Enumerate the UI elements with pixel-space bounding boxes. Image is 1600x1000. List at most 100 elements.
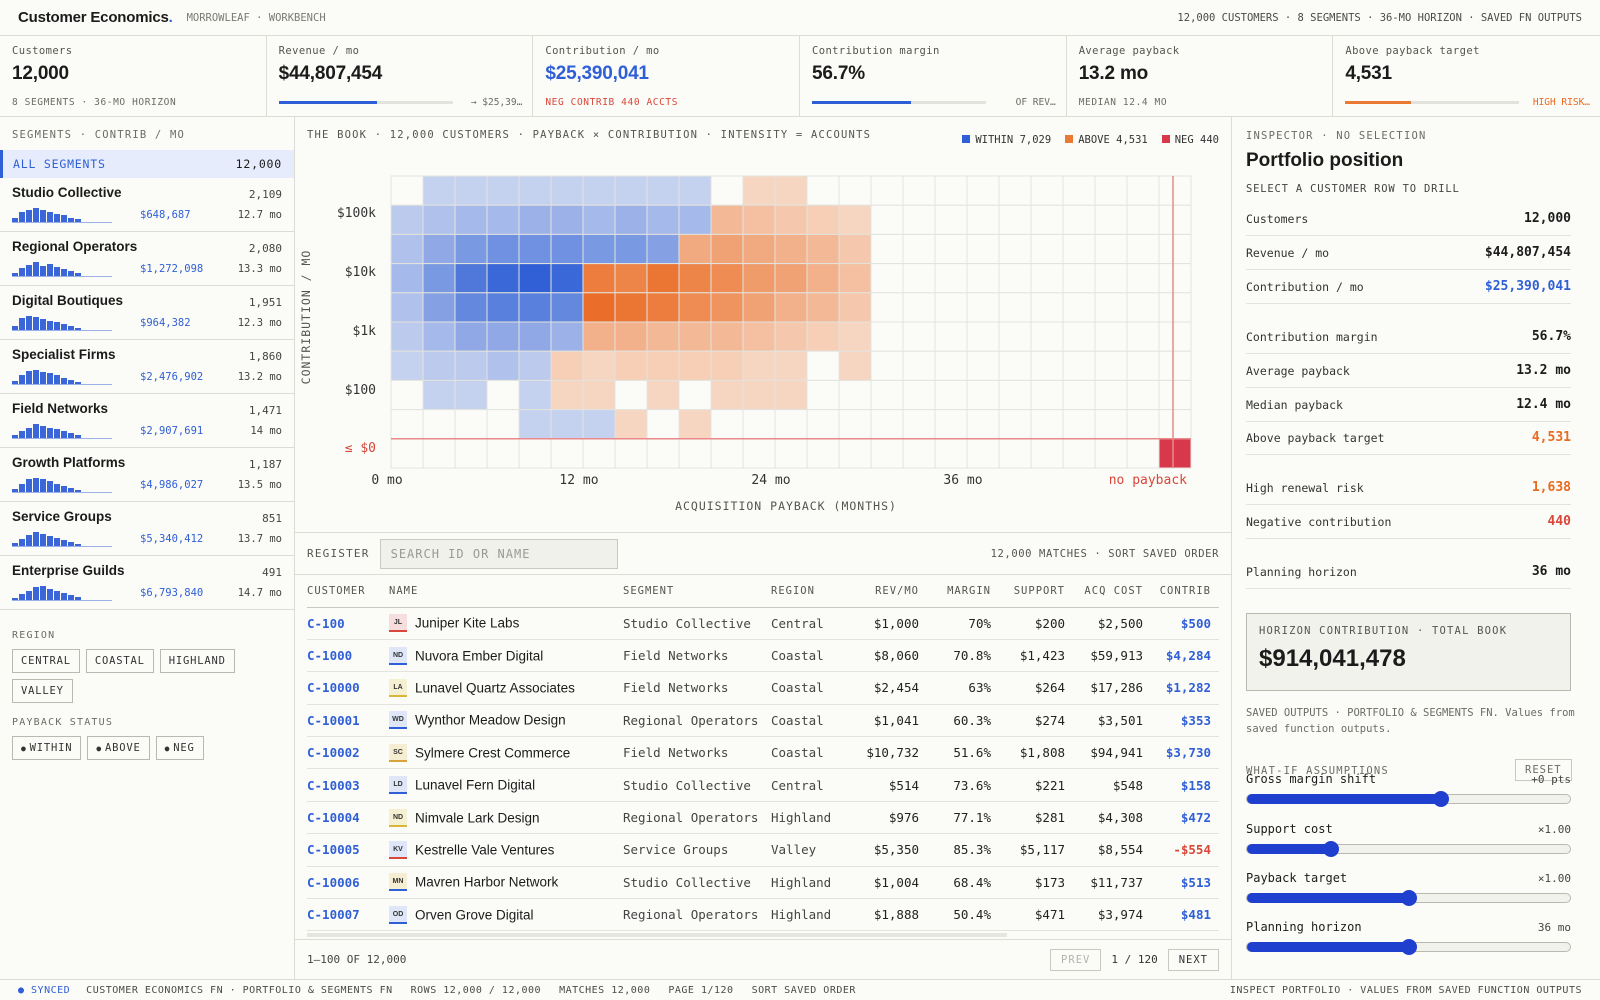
heatmap-cell[interactable] <box>710 233 744 265</box>
payback-chip-within[interactable]: ● WITHIN <box>12 736 82 760</box>
heatmap-cell[interactable] <box>454 409 488 440</box>
heatmap-cell[interactable] <box>902 175 936 206</box>
heatmap-cell[interactable] <box>582 233 616 265</box>
heatmap-cell[interactable] <box>422 409 456 440</box>
heatmap-cell[interactable] <box>838 321 872 352</box>
legend-above[interactable]: ABOVE 4,531 <box>1065 134 1148 146</box>
heatmap-cell[interactable] <box>870 292 904 323</box>
heatmap-cell[interactable] <box>390 321 424 352</box>
heatmap-cell[interactable] <box>390 292 424 323</box>
heatmap-cell[interactable] <box>998 438 1032 469</box>
heatmap-cell[interactable] <box>678 292 712 323</box>
kpi-customers[interactable]: Customers 12,000 8 SEGMENTS · 36-MO HORI… <box>0 36 267 117</box>
customer-id[interactable]: C-10003 <box>307 768 389 802</box>
heatmap-cell[interactable] <box>1094 204 1128 235</box>
heatmap-cell[interactable] <box>710 175 744 206</box>
heatmap-cell[interactable] <box>1158 350 1192 381</box>
heatmap-cell[interactable] <box>454 175 488 206</box>
heatmap-cell[interactable] <box>614 321 648 352</box>
heatmap-cell[interactable] <box>1030 233 1064 265</box>
legend-within[interactable]: WITHIN 7,029 <box>962 134 1051 146</box>
heatmap-cell[interactable] <box>582 175 616 206</box>
heatmap-cell[interactable] <box>678 321 712 352</box>
heatmap-cell[interactable] <box>550 263 584 294</box>
segment-item[interactable]: Growth Platforms 1,187 $4,986,027 13.5 mo <box>0 448 294 502</box>
heatmap-cell[interactable] <box>1030 175 1064 206</box>
heatmap-cell[interactable] <box>1062 350 1096 381</box>
heatmap-cell[interactable] <box>742 204 776 235</box>
segment-all[interactable]: ALL SEGMENTS 12,000 <box>0 150 294 178</box>
heatmap-cell[interactable] <box>390 379 424 411</box>
heatmap-cell[interactable] <box>678 409 712 440</box>
heatmap-cell[interactable] <box>422 263 456 294</box>
heatmap-cell[interactable] <box>806 321 840 352</box>
customer-id[interactable]: C-10004 <box>307 801 389 835</box>
heatmap-cell[interactable] <box>422 204 456 235</box>
heatmap-cell[interactable] <box>582 292 616 323</box>
heatmap-cell[interactable] <box>998 409 1032 440</box>
heatmap-cell[interactable] <box>1126 409 1160 440</box>
heatmap-cell[interactable] <box>646 350 680 381</box>
table-row[interactable]: C-10003 LD Lunavel Fern Digital Studio Coll… <box>307 768 1219 802</box>
heatmap-cell[interactable] <box>806 263 840 294</box>
heatmap-cell[interactable] <box>550 438 584 469</box>
heatmap-cell[interactable] <box>870 438 904 469</box>
heatmap-cell[interactable] <box>1126 321 1160 352</box>
heatmap-cell[interactable] <box>710 321 744 352</box>
heatmap-cell[interactable] <box>934 438 968 469</box>
heatmap-cell[interactable] <box>646 438 680 469</box>
heatmap-cell[interactable] <box>870 175 904 206</box>
heatmap-cell[interactable] <box>742 350 776 381</box>
heatmap-cell[interactable] <box>870 263 904 294</box>
heatmap-cell[interactable] <box>550 233 584 265</box>
heatmap-cell[interactable] <box>1030 409 1064 440</box>
table-row[interactable]: C-10006 MN Mavren Harbor Network Studio Col… <box>307 866 1219 900</box>
heatmap-cell[interactable] <box>518 438 552 469</box>
heatmap-cell[interactable] <box>934 175 968 206</box>
heatmap-cell[interactable] <box>454 350 488 381</box>
segment-item[interactable]: Studio Collective 2,109 $648,687 12.7 mo <box>0 178 294 232</box>
segment-item[interactable]: Digital Boutiques 1,951 $964,382 12.3 mo <box>0 286 294 340</box>
heatmap-cell[interactable] <box>966 263 1000 294</box>
heatmap-cell[interactable] <box>806 438 840 469</box>
slider-track[interactable] <box>1246 794 1571 804</box>
heatmap-cell[interactable] <box>774 321 808 352</box>
heatmap-cell[interactable] <box>1094 175 1128 206</box>
heatmap-cell[interactable] <box>774 292 808 323</box>
heatmap-cell[interactable] <box>486 233 520 265</box>
heatmap-cell[interactable] <box>454 204 488 235</box>
heatmap-cell[interactable] <box>774 175 808 206</box>
heatmap-cell[interactable] <box>934 233 968 265</box>
heatmap-cell[interactable] <box>966 321 1000 352</box>
heatmap-cell[interactable] <box>1030 321 1064 352</box>
heatmap-cell[interactable] <box>934 350 968 381</box>
heatmap-cell[interactable] <box>902 409 936 440</box>
whatif-slider[interactable]: Payback target ×1.00 <box>1246 871 1571 915</box>
table-row[interactable]: C-10001 WD Wynthor Meadow Design Regional O… <box>307 704 1219 738</box>
region-chip-valley[interactable]: VALLEY <box>12 679 73 703</box>
heatmap-cell[interactable] <box>1158 263 1192 294</box>
search-input[interactable] <box>379 538 618 569</box>
heatmap-cell[interactable] <box>1094 350 1128 381</box>
region-chip-highland[interactable]: HIGHLAND <box>159 649 235 673</box>
reset-button[interactable]: RESET <box>1515 759 1572 781</box>
heatmap-cell[interactable] <box>806 292 840 323</box>
customer-id[interactable]: C-10006 <box>307 866 389 900</box>
heatmap-cell[interactable] <box>838 350 872 381</box>
heatmap-cell[interactable] <box>838 409 872 440</box>
heatmap-cell[interactable] <box>678 438 712 469</box>
heatmap-cell[interactable] <box>1126 233 1160 265</box>
heatmap-cell[interactable] <box>902 292 936 323</box>
heatmap-cell[interactable] <box>710 409 744 440</box>
heatmap-cell[interactable] <box>486 292 520 323</box>
col-region[interactable]: REGION <box>771 575 849 608</box>
slider-track[interactable] <box>1246 844 1571 854</box>
table-row[interactable]: C-1000 ND Nuvora Ember Digital Field Networ… <box>307 639 1219 673</box>
segment-item[interactable]: Service Groups 851 $5,340,412 13.7 mo <box>0 502 294 556</box>
heatmap-cell[interactable] <box>486 175 520 206</box>
heatmap-cell[interactable] <box>934 409 968 440</box>
heatmap-cell[interactable] <box>806 204 840 235</box>
heatmap-cell[interactable] <box>1158 292 1192 323</box>
heatmap-cell[interactable] <box>646 409 680 440</box>
heatmap-cell[interactable] <box>518 204 552 235</box>
